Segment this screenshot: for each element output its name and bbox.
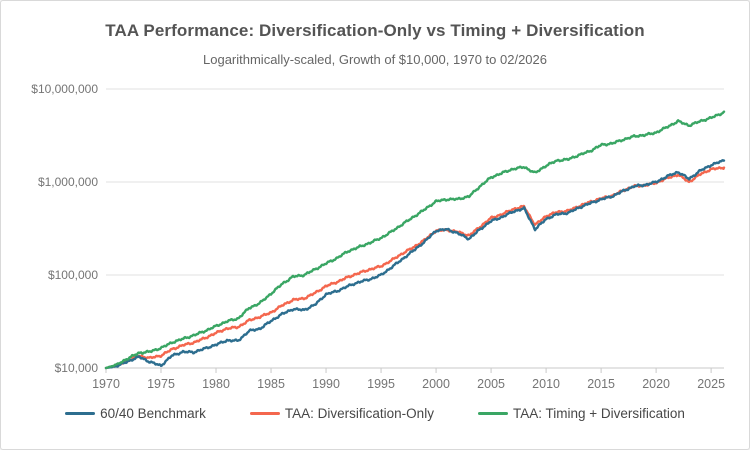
chart-legend: 60/40 Benchmark TAA: Diversification-Onl…	[1, 406, 749, 421]
series-line-taa-diversification-only	[104, 166, 726, 370]
x-tick-label: 2010	[532, 377, 560, 391]
x-tick-label: 1970	[92, 377, 120, 391]
series-line-taa-timing-diversification	[104, 110, 726, 370]
legend-swatch-taa-diversification-only	[249, 411, 280, 416]
legend-swatch-taa-timing-diversification	[477, 411, 508, 416]
legend-item-taa-timing-diversification[interactable]: TAA: Timing + Diversification	[477, 406, 685, 421]
performance-line-chart: $10,000 $100,000 $1,000,000 $10,000,000 1970…	[31, 82, 726, 391]
x-tick-label: 2020	[642, 377, 670, 391]
x-tick-label: 2015	[587, 377, 615, 391]
legend-item-taa-diversification-only[interactable]: TAA: Diversification-Only	[249, 406, 434, 421]
legend-label: 60/40 Benchmark	[100, 406, 206, 421]
legend-label: TAA: Diversification-Only	[284, 406, 434, 421]
x-tick-label: 1995	[367, 377, 395, 391]
x-tick-label: 2000	[422, 377, 450, 391]
x-tick-label: 1980	[202, 377, 230, 391]
series-line-60-40-benchmark	[104, 159, 726, 370]
x-tick-label: 2025	[697, 377, 725, 391]
y-tick-label: $1,000,000	[38, 175, 98, 189]
y-tick-label: $10,000	[55, 361, 99, 375]
y-tick-label: $100,000	[48, 268, 98, 282]
x-tick-label: 1990	[312, 377, 340, 391]
legend-item-60-40-benchmark[interactable]: 60/40 Benchmark	[65, 406, 206, 421]
chart-subtitle: Logarithmically-scaled, Growth of $10,00…	[203, 52, 547, 67]
x-tick-label: 1975	[147, 377, 175, 391]
x-tick-label: 2005	[477, 377, 505, 391]
legend-swatch-60-40-benchmark	[65, 411, 96, 416]
legend-label: TAA: Timing + Diversification	[512, 406, 685, 421]
x-tick-label: 1985	[257, 377, 285, 391]
chart-title: TAA Performance: Diversification-Only vs…	[105, 21, 645, 40]
y-tick-label: $10,000,000	[31, 82, 98, 96]
